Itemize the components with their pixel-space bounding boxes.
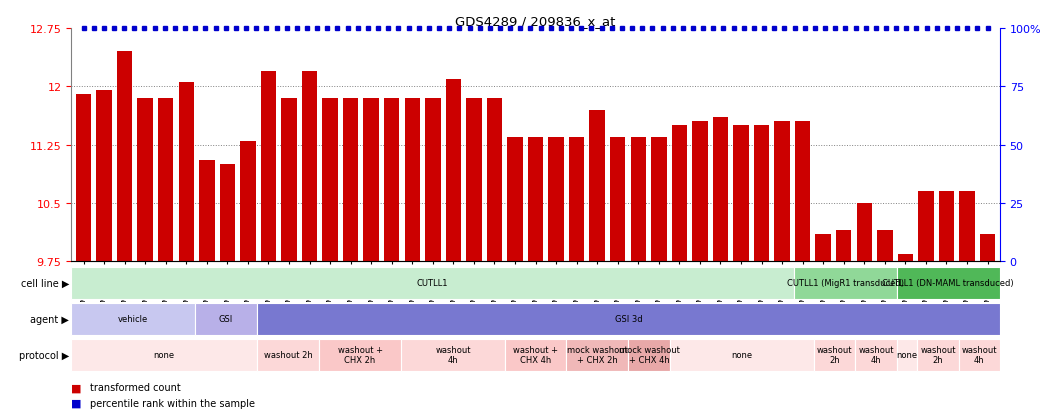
Bar <box>71 303 195 335</box>
Bar <box>257 339 319 371</box>
Bar <box>384 99 399 262</box>
Text: vehicle: vehicle <box>118 314 149 323</box>
Text: washout
4h: washout 4h <box>859 345 894 364</box>
Bar <box>795 122 810 262</box>
Text: washout
4h: washout 4h <box>961 345 997 364</box>
Bar <box>896 267 1000 299</box>
Bar <box>959 192 975 262</box>
Bar <box>651 138 667 262</box>
Text: mock washout
+ CHX 4h: mock washout + CHX 4h <box>619 345 680 364</box>
Text: CUTLL1 (DN-MAML transduced): CUTLL1 (DN-MAML transduced) <box>883 278 1015 287</box>
Text: washout +
CHX 4h: washout + CHX 4h <box>513 345 558 364</box>
Bar <box>856 204 872 262</box>
Text: washout
2h: washout 2h <box>920 345 956 364</box>
Bar <box>404 99 420 262</box>
Bar <box>363 99 379 262</box>
Bar <box>505 339 566 371</box>
Text: mock washout
+ CHX 2h: mock washout + CHX 2h <box>567 345 628 364</box>
Bar <box>137 99 153 262</box>
Bar <box>75 95 91 262</box>
Bar <box>261 71 276 262</box>
Bar <box>877 231 892 262</box>
Bar <box>508 138 522 262</box>
Bar <box>343 99 358 262</box>
Bar <box>918 192 934 262</box>
Bar <box>179 83 194 262</box>
Bar <box>158 99 174 262</box>
Bar <box>630 138 646 262</box>
Text: washout
4h: washout 4h <box>436 345 471 364</box>
Bar <box>754 126 770 262</box>
Text: washout 2h: washout 2h <box>264 350 312 359</box>
Bar <box>672 126 687 262</box>
Text: cell line ▶: cell line ▶ <box>21 278 69 288</box>
Bar <box>446 79 461 262</box>
Bar <box>566 339 628 371</box>
Text: washout
2h: washout 2h <box>817 345 852 364</box>
Bar <box>794 267 896 299</box>
Bar <box>855 339 896 371</box>
Bar <box>319 339 401 371</box>
Bar <box>980 235 996 262</box>
Text: percentile rank within the sample: percentile rank within the sample <box>90 398 255 408</box>
Bar <box>466 99 482 262</box>
Bar <box>917 339 959 371</box>
Bar <box>959 339 1000 371</box>
Bar <box>836 231 851 262</box>
Bar <box>628 339 670 371</box>
Bar <box>939 192 954 262</box>
Bar <box>71 339 257 371</box>
Text: GSI: GSI <box>219 314 233 323</box>
Bar <box>549 138 563 262</box>
Bar <box>487 99 503 262</box>
Bar <box>71 267 794 299</box>
Text: ■: ■ <box>71 398 82 408</box>
Bar <box>610 138 625 262</box>
Bar <box>897 254 913 262</box>
Bar <box>896 339 917 371</box>
Bar <box>302 71 317 262</box>
Bar <box>199 161 215 262</box>
Bar <box>815 339 855 371</box>
Bar <box>240 142 255 262</box>
Bar <box>733 126 749 262</box>
Bar <box>425 99 441 262</box>
Bar <box>816 235 831 262</box>
Text: washout +
CHX 2h: washout + CHX 2h <box>337 345 382 364</box>
Text: none: none <box>154 350 175 359</box>
Text: ■: ■ <box>71 382 82 392</box>
Text: CUTLL1: CUTLL1 <box>417 278 448 287</box>
Bar <box>96 91 112 262</box>
Bar <box>713 118 728 262</box>
Bar <box>117 52 132 262</box>
Text: CUTLL1 (MigR1 transduced): CUTLL1 (MigR1 transduced) <box>786 278 904 287</box>
Bar <box>692 122 708 262</box>
Bar <box>282 99 296 262</box>
Text: agent ▶: agent ▶ <box>30 314 69 324</box>
Text: none: none <box>896 350 917 359</box>
Bar <box>220 165 236 262</box>
Bar <box>322 99 338 262</box>
Bar <box>589 110 605 262</box>
Text: none: none <box>732 350 753 359</box>
Text: protocol ▶: protocol ▶ <box>19 350 69 360</box>
Bar <box>401 339 505 371</box>
Text: transformed count: transformed count <box>90 382 181 392</box>
Bar <box>195 303 257 335</box>
Bar <box>569 138 584 262</box>
Bar <box>528 138 543 262</box>
Bar <box>670 339 815 371</box>
Title: GDS4289 / 209836_x_at: GDS4289 / 209836_x_at <box>455 15 616 28</box>
Bar <box>257 303 1000 335</box>
Text: GSI 3d: GSI 3d <box>615 314 642 323</box>
Bar <box>775 122 789 262</box>
